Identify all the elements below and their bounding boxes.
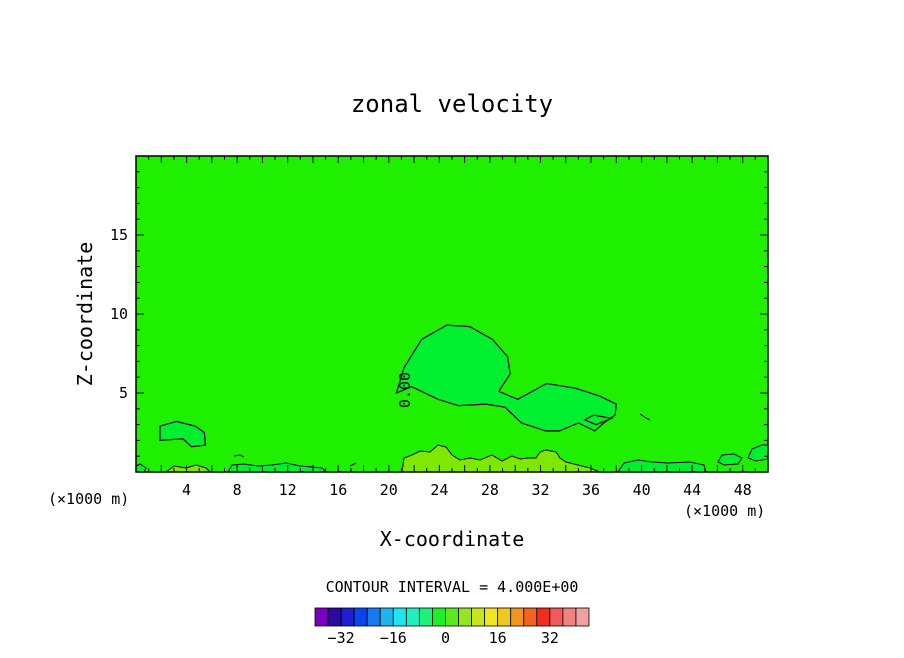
y-tick-label: 15 [110, 226, 128, 244]
colorbar-swatch [536, 607, 551, 627]
contour-label: 0.00 [396, 372, 414, 408]
colorbar-swatch [418, 607, 433, 627]
colorbar-swatch [405, 607, 420, 627]
colorbar-swatch [445, 607, 459, 627]
y-tick-label: 5 [119, 384, 128, 402]
colorbar-swatch [523, 607, 538, 627]
colorbar-swatch [314, 607, 329, 627]
plot-area: 0.00 [135, 155, 769, 473]
colorbar-swatch [379, 607, 394, 627]
colorbar-swatch [366, 607, 381, 627]
colorbar: −32 −16 0 16 32 [314, 607, 590, 647]
contour-fragment [233, 413, 651, 467]
x-tick-label: 32 [531, 481, 549, 499]
negative-velocity-patch [717, 453, 743, 466]
colorbar-swatch [575, 607, 590, 627]
contour-lines [159, 324, 617, 448]
positive-velocity-patch [401, 444, 601, 473]
chart-title: zonal velocity [351, 90, 553, 118]
x-tick-label: 24 [430, 481, 448, 499]
colorbar-swatch [327, 607, 342, 627]
x-tick-label: 12 [279, 481, 297, 499]
colorbar-swatch [353, 607, 368, 627]
x-tick-label: 20 [380, 481, 398, 499]
x-unit-label: (×1000 m) [684, 502, 765, 520]
x-tick-label: 28 [481, 481, 499, 499]
y-tick-label: 10 [110, 305, 128, 323]
colorbar-swatch [340, 607, 355, 627]
x-tick-label: 36 [582, 481, 600, 499]
x-unit-label: (×1000 m) [48, 490, 129, 508]
colorbar-swatch [458, 607, 472, 627]
zero-contour-line [159, 420, 207, 448]
negative-velocity-patch [227, 462, 328, 473]
x-tick-label: 44 [683, 481, 701, 499]
colorbar-swatch [484, 607, 499, 627]
colorbar-swatch [510, 607, 525, 627]
colorbar-tick-label: 32 [541, 629, 559, 647]
colorbar-tick-label: −16 [380, 629, 407, 647]
colorbar-swatch [432, 607, 446, 627]
colorbar-tick-label: 16 [489, 629, 507, 647]
zero-contour-line [395, 324, 617, 432]
colorbar-swatch [549, 607, 564, 627]
y-axis-title: Z-coordinate [73, 242, 97, 387]
x-tick-label: 40 [633, 481, 651, 499]
x-tick-label: 48 [734, 481, 752, 499]
colorbar-swatch [497, 607, 512, 627]
contour-interval-text: CONTOUR INTERVAL = 4.000E+00 [326, 578, 579, 596]
colorbar-swatch [392, 607, 407, 627]
x-tick-label: 16 [329, 481, 347, 499]
x-axis-title: X-coordinate [380, 527, 525, 551]
x-tick-label: 8 [233, 481, 242, 499]
colorbar-tick-label: −32 [328, 629, 355, 647]
negative-velocity-patch [617, 459, 707, 473]
zero-contour-line [583, 414, 614, 426]
colorbar-swatch [471, 607, 486, 627]
colorbar-tick-label: 0 [441, 629, 450, 647]
velocity-field [136, 156, 768, 472]
colorbar-swatch [562, 607, 577, 627]
x-tick-label: 4 [182, 481, 191, 499]
